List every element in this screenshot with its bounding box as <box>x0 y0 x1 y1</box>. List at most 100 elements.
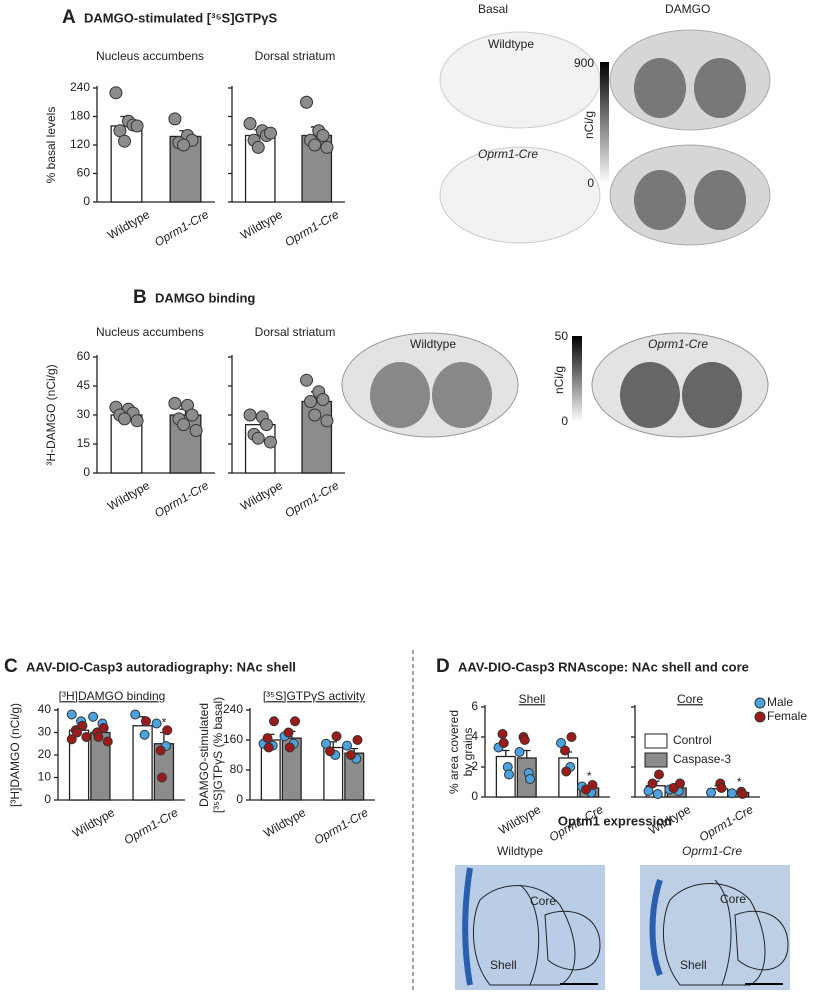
data-point <box>325 746 335 757</box>
data-point <box>155 745 166 756</box>
region-label: Core <box>530 894 556 908</box>
chart-title: [³⁵S]GTPγS activity <box>263 689 365 703</box>
chart-title: Dorsal striatum <box>255 325 336 339</box>
y-axis-label: by grains <box>461 728 475 777</box>
data-point <box>283 727 294 738</box>
data-point <box>652 789 663 799</box>
y-tick-label: 20 <box>38 747 52 761</box>
data-point <box>316 129 330 142</box>
y-tick-label: 6 <box>471 699 478 713</box>
image-label: Wildtype <box>488 37 534 51</box>
legend-swatch <box>644 733 668 749</box>
striatum <box>370 362 430 428</box>
colorbar <box>600 62 609 184</box>
striatum <box>634 58 686 118</box>
x-tick-label: Wildtype <box>261 805 308 840</box>
y-axis-label: [³H]DAMGO (nCi/g) <box>8 703 22 807</box>
histology <box>455 865 790 990</box>
data-point <box>118 134 131 148</box>
data-point <box>320 414 334 428</box>
striatum <box>694 170 746 230</box>
x-tick-label: Oprm1-Cre <box>121 805 180 847</box>
image-label: Oprm1-Cre <box>682 844 742 858</box>
ventricle <box>462 867 473 986</box>
data-point <box>716 783 727 793</box>
data-point <box>525 774 535 784</box>
y-tick-label: 60 <box>77 166 91 180</box>
data-point <box>498 738 509 748</box>
data-point <box>352 735 363 745</box>
data-point <box>290 716 300 727</box>
x-tick-label: Wildtype <box>238 478 285 513</box>
image-label: Basal <box>478 2 508 16</box>
y-axis-label: ³H-DAMGO (nCi/g) <box>44 364 58 465</box>
data-point <box>519 735 530 745</box>
image-title: Oprm1 expression <box>558 813 672 828</box>
y-tick-label: 0 <box>83 194 90 208</box>
data-point <box>243 408 257 422</box>
colorbar-label: 0 <box>587 176 594 190</box>
chart-title: Core <box>677 692 703 706</box>
data-point <box>308 138 322 152</box>
data-point <box>668 783 679 793</box>
brain-section <box>609 144 771 246</box>
data-point <box>189 423 203 437</box>
panel-label: B <box>133 287 147 308</box>
data-point <box>581 784 591 795</box>
data-point <box>168 112 182 126</box>
data-point <box>251 431 265 445</box>
x-tick-label: Oprm1-Cre <box>282 207 341 249</box>
legend-label: Male <box>767 695 793 709</box>
striatum <box>634 170 686 230</box>
image-label: Wildtype <box>497 844 543 858</box>
region-label: Shell <box>490 958 517 972</box>
x-tick-label: Oprm1-Cre <box>312 805 371 847</box>
data-point <box>727 788 737 799</box>
data-point <box>151 718 162 729</box>
y-tick-label: 30 <box>77 407 91 421</box>
y-tick-label: 0 <box>44 792 51 806</box>
colorbar-unit: nCi/g <box>582 111 596 139</box>
outline <box>734 910 789 971</box>
y-tick-label: 2 <box>471 759 478 773</box>
data-point <box>262 733 273 744</box>
data-point <box>156 772 167 783</box>
striatum <box>620 362 680 428</box>
y-axis-label: % basal levels <box>44 107 58 184</box>
outline <box>544 910 601 971</box>
y-tick-label: 60 <box>77 349 91 363</box>
data-point <box>72 727 83 738</box>
outline <box>662 883 766 986</box>
x-tick-label: Wildtype <box>70 805 117 840</box>
data-point <box>251 140 265 154</box>
y-tick-label: 160 <box>223 732 243 746</box>
x-tick-label: Wildtype <box>105 207 152 242</box>
histology-image <box>455 865 605 990</box>
x-tick-label: Oprm1-Cre <box>697 802 756 844</box>
region-label: Core <box>720 892 746 906</box>
legend-label: Female <box>767 709 807 723</box>
colorbar <box>572 336 582 422</box>
y-tick-label: 45 <box>77 378 91 392</box>
panel-title: DAMGO binding <box>155 290 255 305</box>
data-point <box>177 138 190 152</box>
striatum <box>682 362 742 428</box>
chart-title: Nucleus accumbens <box>96 49 204 63</box>
y-tick-label: 30 <box>38 725 52 739</box>
outline <box>519 884 540 986</box>
data-point <box>140 716 151 727</box>
y-tick-label: 240 <box>70 80 90 94</box>
data-point <box>284 742 295 753</box>
error-bar <box>329 741 337 748</box>
y-axis-label: [³⁵S]GTPγS (% basal) <box>211 697 225 813</box>
image-label: Oprm1-Cre <box>648 337 708 351</box>
y-axis-label: % area covered <box>447 710 461 794</box>
data-point <box>647 778 658 789</box>
chart-title: Dorsal striatum <box>255 49 336 63</box>
y-tick-label: 80 <box>230 762 244 776</box>
y-tick-label: 120 <box>70 137 90 151</box>
colorbar-label: 50 <box>555 329 569 343</box>
striatum <box>694 58 746 118</box>
data-point <box>320 140 334 154</box>
